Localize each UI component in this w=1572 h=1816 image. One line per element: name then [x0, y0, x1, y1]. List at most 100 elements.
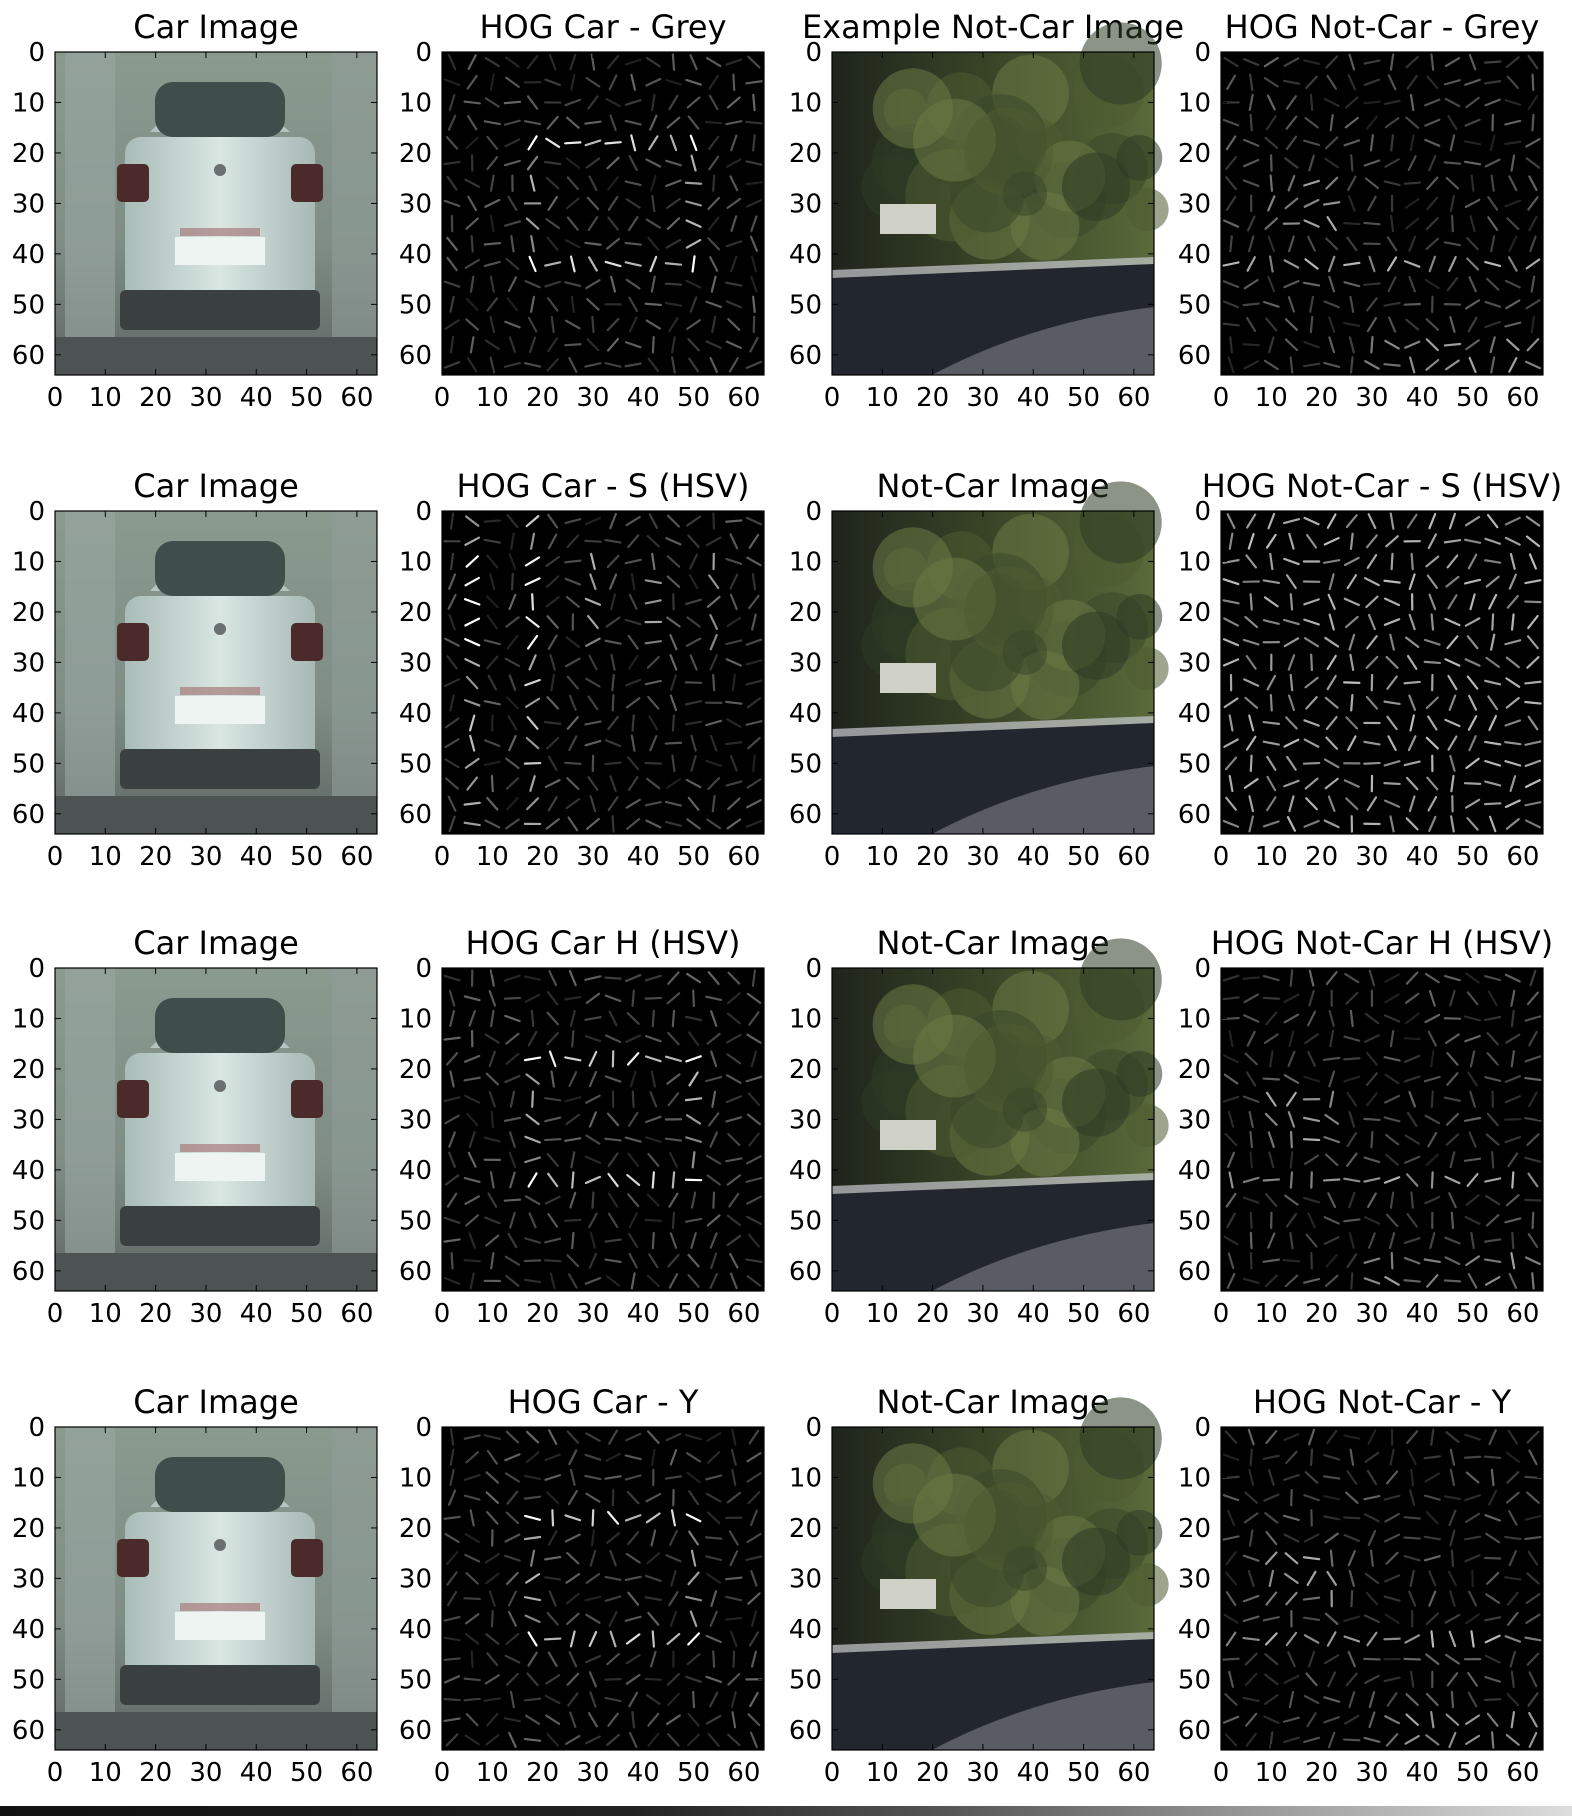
x-tick-label: 0 — [47, 1299, 64, 1329]
x-tick-label: 40 — [627, 842, 660, 872]
y-tick-label: 20 — [789, 1055, 822, 1085]
image-content — [55, 52, 377, 375]
image-content — [55, 968, 377, 1291]
image-content — [832, 22, 1169, 375]
y-tick-label: 10 — [789, 1004, 822, 1034]
x-tick-label: 50 — [1067, 383, 1100, 413]
y-tick-label: 40 — [789, 1615, 822, 1645]
y-tick-label: 0 — [805, 1413, 822, 1443]
y-tick-label: 50 — [399, 290, 432, 320]
y-tick-label: 40 — [1178, 240, 1211, 270]
x-tick-label: 20 — [1305, 1299, 1338, 1329]
x-tick-label: 0 — [824, 1758, 841, 1788]
x-tick-label: 20 — [526, 842, 559, 872]
x-tick-label: 50 — [1456, 383, 1489, 413]
x-tick-label: 20 — [1305, 842, 1338, 872]
y-tick-label: 40 — [399, 1156, 432, 1186]
image-content — [1221, 511, 1543, 834]
y-tick-label: 40 — [1178, 1156, 1211, 1186]
x-tick-label: 10 — [89, 383, 122, 413]
y-tick-label: 0 — [415, 38, 432, 68]
x-tick-label: 0 — [47, 842, 64, 872]
x-tick-label: 30 — [966, 1758, 999, 1788]
subplot-6: HOG Car - S (HSV)0 10 20 30 40 50 600102030405… — [399, 467, 765, 872]
axes-frame — [54, 51, 378, 376]
y-tick-label: 0 — [415, 954, 432, 984]
x-tick-label: 20 — [916, 1299, 949, 1329]
y-tick-label: 10 — [1178, 547, 1211, 577]
x-tick-label: 60 — [1506, 1758, 1539, 1788]
y-tick-label: 30 — [12, 648, 45, 678]
y-tick-label: 0 — [415, 1413, 432, 1443]
y-tick-label: 20 — [399, 1055, 432, 1085]
axes-frame — [831, 967, 1155, 1292]
y-tick-label: 20 — [1178, 1055, 1211, 1085]
x-tick-label: 40 — [627, 383, 660, 413]
x-tick-label: 0 — [1213, 383, 1230, 413]
x-tick-label: 60 — [727, 842, 760, 872]
axes-frame — [831, 1426, 1155, 1751]
y-tick-label: 10 — [1178, 1004, 1211, 1034]
y-tick-label: 20 — [12, 1514, 45, 1544]
x-tick-label: 50 — [290, 842, 323, 872]
y-tick-label: 40 — [399, 240, 432, 270]
y-tick-label: 10 — [12, 1463, 45, 1493]
x-tick-label: 60 — [1117, 842, 1150, 872]
y-tick-label: 10 — [399, 1004, 432, 1034]
y-tick-label: 60 — [12, 1257, 45, 1287]
y-tick-label: 40 — [399, 1615, 432, 1645]
x-tick-label: 20 — [1305, 383, 1338, 413]
y-tick-label: 20 — [789, 1514, 822, 1544]
y-tick-label: 50 — [12, 749, 45, 779]
y-tick-label: 60 — [12, 800, 45, 830]
x-tick-label: 50 — [1456, 842, 1489, 872]
x-tick-label: 60 — [1506, 383, 1539, 413]
y-tick-label: 60 — [399, 1716, 432, 1746]
y-tick-label: 0 — [28, 1413, 45, 1443]
x-tick-label: 10 — [866, 1299, 899, 1329]
image-content — [442, 511, 764, 834]
x-tick-label: 40 — [1406, 1758, 1439, 1788]
y-tick-label: 0 — [1194, 1413, 1211, 1443]
y-tick-label: 20 — [399, 1514, 432, 1544]
y-tick-label: 50 — [399, 1665, 432, 1695]
x-tick-label: 40 — [240, 1758, 273, 1788]
y-tick-label: 20 — [1178, 1514, 1211, 1544]
y-tick-label: 50 — [12, 1206, 45, 1236]
x-tick-label: 40 — [1017, 383, 1050, 413]
x-tick-label: 30 — [1355, 1758, 1388, 1788]
x-tick-label: 60 — [1117, 1299, 1150, 1329]
x-tick-label: 50 — [1067, 842, 1100, 872]
y-tick-label: 60 — [789, 1257, 822, 1287]
y-tick-label: 40 — [789, 699, 822, 729]
axes-frame — [1220, 51, 1544, 376]
subplot-title: HOG Not-Car - Y — [1253, 1383, 1512, 1421]
x-tick-label: 30 — [576, 842, 609, 872]
image-content — [442, 968, 764, 1291]
x-tick-label: 60 — [727, 1299, 760, 1329]
x-tick-label: 20 — [139, 383, 172, 413]
x-tick-label: 20 — [526, 1299, 559, 1329]
y-tick-label: 50 — [1178, 290, 1211, 320]
x-tick-label: 0 — [1213, 1758, 1230, 1788]
y-tick-label: 40 — [399, 699, 432, 729]
y-tick-label: 60 — [12, 1716, 45, 1746]
x-tick-label: 50 — [1067, 1299, 1100, 1329]
axes-frame — [441, 510, 765, 835]
subplot-title: HOG Not-Car - Grey — [1225, 8, 1540, 46]
x-tick-label: 60 — [340, 383, 373, 413]
y-tick-label: 0 — [805, 38, 822, 68]
y-tick-label: 30 — [399, 1105, 432, 1135]
y-tick-label: 10 — [399, 88, 432, 118]
x-tick-label: 20 — [139, 842, 172, 872]
image-content — [832, 481, 1169, 834]
x-tick-label: 20 — [139, 1758, 172, 1788]
window-bottom-edge — [0, 1806, 1572, 1816]
subplot-title: HOG Car - S (HSV) — [457, 467, 750, 505]
subplot-title: Car Image — [133, 467, 299, 505]
y-tick-label: 0 — [805, 954, 822, 984]
